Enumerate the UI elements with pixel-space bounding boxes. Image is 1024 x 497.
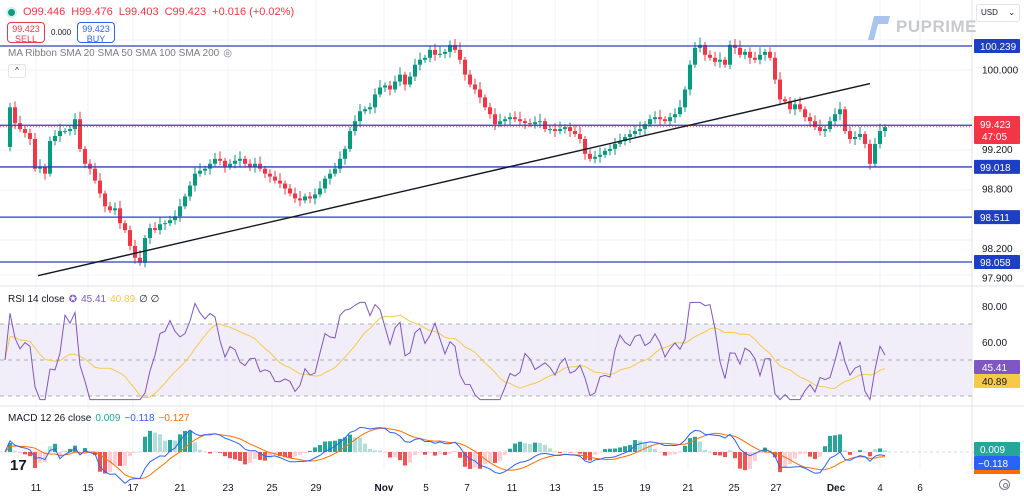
ma-ribbon-legend[interactable]: MA Ribbon SMA 20 SMA 50 SMA 100 SMA 200 …: [8, 48, 232, 59]
svg-text:60.00: 60.00: [982, 338, 1007, 349]
svg-text:98.511: 98.511: [980, 213, 1010, 224]
sell-label: SELL: [14, 34, 38, 44]
spread-value: 0.000: [51, 28, 72, 37]
ohlc-change: +0.016 (+0.02%): [212, 6, 295, 18]
macd-value: −0.118: [124, 413, 155, 424]
ma-ribbon-label: MA Ribbon SMA 20 SMA 50 SMA 100 SMA 200: [8, 48, 220, 59]
svg-text:13: 13: [549, 483, 561, 494]
svg-text:15: 15: [82, 483, 94, 494]
svg-text:99.018: 99.018: [980, 163, 1011, 174]
svg-text:25: 25: [266, 483, 278, 494]
svg-text:100.000: 100.000: [982, 66, 1019, 77]
svg-text:27: 27: [770, 483, 782, 494]
svg-text:80.00: 80.00: [982, 302, 1007, 313]
trade-buttons: 99.423 SELL 0.000 99.423 BUY: [7, 22, 116, 44]
chevron-down-icon: ⌄: [1008, 8, 1015, 17]
svg-text:5: 5: [423, 483, 429, 494]
ohlc-high: H99.476: [71, 6, 113, 18]
settings-gear-icon[interactable]: [999, 479, 1010, 490]
macd-hist-value: 0.009: [95, 413, 121, 424]
svg-text:19: 19: [639, 483, 651, 494]
ohlc-open: O99.446: [23, 6, 66, 18]
puprime-logo-icon: [868, 16, 890, 40]
sell-button[interactable]: 99.423 SELL: [7, 22, 45, 44]
macd-signal-value: −0.127: [158, 413, 190, 424]
buy-price: 99.423: [82, 24, 110, 34]
svg-text:99.200: 99.200: [982, 145, 1013, 156]
rsi-ma-value: 40.89: [110, 294, 136, 305]
svg-text:98.800: 98.800: [982, 185, 1013, 196]
watermark-brand: PUPRIME: [896, 17, 977, 36]
rsi-legend[interactable]: RSI 14 close ✪ 45.41 40.89 ∅ ∅: [8, 294, 159, 305]
svg-text:29: 29: [310, 483, 322, 494]
svg-text:Dec: Dec: [827, 483, 846, 494]
svg-text:98.058: 98.058: [980, 258, 1011, 269]
svg-text:15: 15: [592, 483, 604, 494]
buy-label: BUY: [86, 34, 106, 44]
svg-text:100.239: 100.239: [980, 42, 1017, 53]
currency-value: USD: [981, 8, 998, 17]
svg-text:45.41: 45.41: [982, 363, 1007, 374]
svg-text:47:05: 47:05: [982, 132, 1007, 143]
svg-text:40.89: 40.89: [982, 377, 1007, 388]
macd-legend[interactable]: MACD 12 26 close 0.009 −0.118 −0.127: [8, 413, 189, 424]
tradingview-logo[interactable]: 17: [10, 457, 27, 474]
svg-text:7: 7: [464, 483, 470, 494]
svg-text:99.423: 99.423: [980, 120, 1011, 131]
svg-text:0.009: 0.009: [980, 445, 1005, 456]
sell-price: 99.423: [12, 24, 40, 34]
svg-text:25: 25: [728, 483, 740, 494]
svg-text:6: 6: [917, 483, 923, 494]
collapse-legend-button[interactable]: ^: [8, 64, 26, 78]
svg-text:21: 21: [682, 483, 694, 494]
ohlc-legend: O99.446 H99.476 L99.403 C99.423 +0.016 (…: [8, 6, 296, 18]
chevron-up-icon: ^: [15, 66, 19, 75]
svg-text:21: 21: [174, 483, 186, 494]
svg-text:97.900: 97.900: [982, 274, 1013, 285]
svg-text:11: 11: [507, 483, 518, 494]
buy-button[interactable]: 99.423 BUY: [77, 22, 116, 44]
svg-text:11: 11: [31, 483, 42, 494]
svg-text:17: 17: [127, 483, 139, 494]
rsi-loading-icon: ✪: [68, 294, 78, 305]
rsi-value: 45.41: [81, 294, 107, 305]
macd-title: MACD 12 26 close: [8, 413, 92, 424]
svg-text:Nov: Nov: [375, 483, 394, 494]
svg-text:98.200: 98.200: [982, 244, 1013, 255]
rsi-extra: ∅ ∅: [139, 294, 160, 305]
svg-text:−0.118: −0.118: [978, 459, 1009, 470]
broker-watermark: PUPRIME: [862, 14, 977, 40]
ohlc-low: L99.403: [118, 6, 159, 18]
svg-text:4: 4: [877, 483, 883, 494]
svg-text:23: 23: [222, 483, 234, 494]
currency-select[interactable]: USD ⌄: [976, 4, 1020, 22]
hidden-eye-icon[interactable]: ◎: [223, 48, 232, 59]
ohlc-close: C99.423: [164, 6, 207, 18]
rsi-title: RSI 14 close: [8, 294, 65, 305]
market-status-dot: [8, 8, 15, 16]
